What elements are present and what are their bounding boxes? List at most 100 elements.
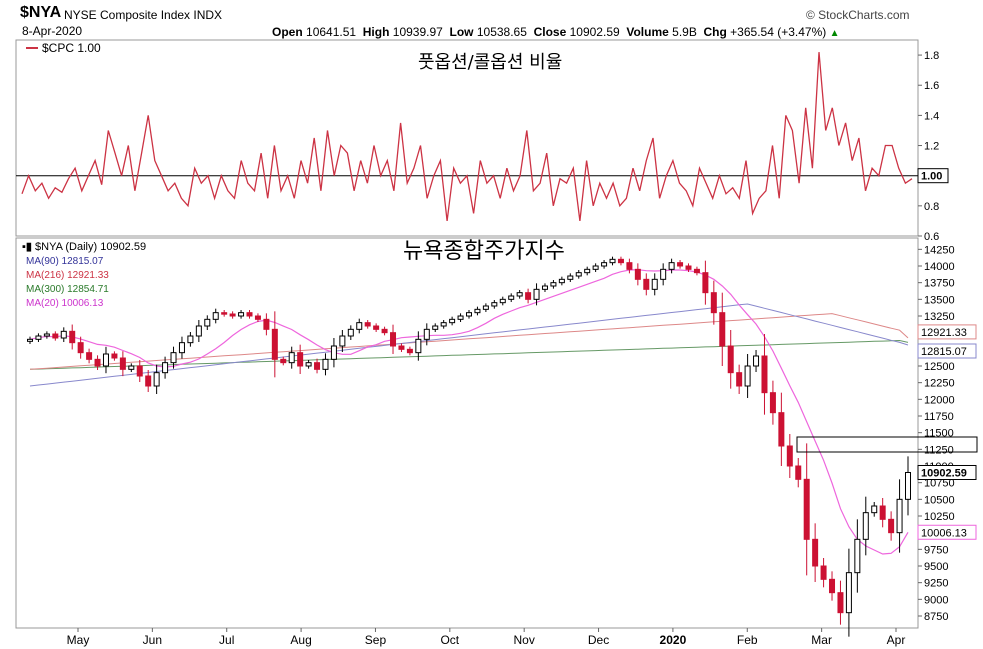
nya-y-tick-label: 9750 <box>924 544 948 556</box>
nya-y-tick-label: 12500 <box>924 361 955 373</box>
stockcharts-brand[interactable]: © StockCharts.com <box>806 8 910 22</box>
close-label: Close <box>533 25 567 39</box>
chg-value: +365.54 (+3.47%) <box>730 25 827 39</box>
candle-down <box>263 318 270 330</box>
candle-up <box>102 353 109 367</box>
nya-legend-text: $NYA (Daily) 10902.59 <box>35 241 146 253</box>
candle-up <box>423 328 430 340</box>
candle-down <box>693 268 700 274</box>
cpc-reference-tag <box>917 168 949 184</box>
nya-y-tick-label: 13750 <box>924 278 955 290</box>
candle-up <box>43 333 50 337</box>
candle-up <box>305 362 312 367</box>
cpc-y-tick-label: 0.6 <box>924 231 939 243</box>
candle-down <box>702 272 709 294</box>
candle-down <box>710 292 717 314</box>
x-tick-label: Jul <box>219 633 234 647</box>
ma90-line <box>29 303 909 387</box>
volume-label: Volume <box>626 25 669 39</box>
candle-down <box>229 313 236 317</box>
candle-up <box>584 268 591 274</box>
current-price-box <box>796 436 978 453</box>
nya-y-tick-label: 11250 <box>924 444 954 456</box>
candle-up <box>415 338 422 354</box>
x-tick-label: Feb <box>737 633 758 647</box>
candle-up <box>449 318 456 324</box>
cpc-y-tick-label: 1.2 <box>924 141 939 153</box>
nya-y-tick-label: 9500 <box>924 561 948 573</box>
candle-up <box>668 262 675 270</box>
candle-up <box>212 312 219 320</box>
nya-y-tick-label: 13250 <box>924 311 955 323</box>
cpc-y-tick-label: 1.6 <box>924 80 939 92</box>
candle-down <box>314 362 321 370</box>
high-label: High <box>362 25 390 39</box>
candle-down <box>879 505 886 520</box>
candle-down <box>888 518 895 534</box>
candle-down <box>69 330 76 344</box>
nya-y-tick-label: 9000 <box>924 594 948 606</box>
candle-down <box>77 342 84 354</box>
candle-down <box>820 565 827 580</box>
candle-up <box>550 282 557 287</box>
candle-down <box>727 345 734 374</box>
high-value: 10939.97 <box>392 25 443 39</box>
candle-down <box>94 358 101 367</box>
candle-down <box>761 355 768 394</box>
candle-down <box>803 478 810 540</box>
open-value: 10641.51 <box>306 25 357 39</box>
candle-up <box>854 538 861 574</box>
candle-down <box>364 322 371 327</box>
ohlc-summary: Open 10641.51 High 10939.97 Low 10538.65… <box>272 25 840 39</box>
candle-up <box>347 328 354 337</box>
cpc-legend: $CPC 1.00 <box>42 41 101 55</box>
candle-up <box>322 358 329 370</box>
candle-up <box>609 258 616 264</box>
candle-up <box>187 335 194 344</box>
candle-down <box>812 538 819 567</box>
x-tick-label: May <box>67 633 90 647</box>
candle-up <box>482 305 489 310</box>
price-tag-box <box>917 464 977 480</box>
candle-down <box>280 358 287 364</box>
candle-down <box>406 348 413 354</box>
cpc-y-tick-label: 1.4 <box>924 110 939 122</box>
cpc-series-line <box>21 52 913 221</box>
nya-y-tick-label: 10250 <box>924 511 955 523</box>
x-tick-label: Mar <box>811 633 832 647</box>
candle-down <box>136 365 143 377</box>
candle-down <box>837 592 844 614</box>
candle-down <box>617 258 624 264</box>
candle-down <box>525 292 532 300</box>
ma20-legend: MA(20) 10006.13 <box>26 298 104 309</box>
low-value: 10538.65 <box>476 25 527 39</box>
candle-down <box>634 268 641 280</box>
candle-down <box>254 315 261 320</box>
candle-up <box>753 355 760 367</box>
candle-up <box>499 298 506 304</box>
candle-up <box>508 295 515 300</box>
candle-up <box>195 325 202 337</box>
price-tag-box <box>917 324 977 340</box>
candle-up <box>651 278 658 290</box>
candle-up <box>170 352 177 364</box>
low-label: Low <box>449 25 474 39</box>
candle-down <box>246 312 253 317</box>
candle-down <box>643 278 650 290</box>
candle-up <box>288 352 295 364</box>
price-tag-label: 12815.07 <box>921 346 967 358</box>
nya-annotation: 뉴욕종합주가지수 <box>403 239 565 264</box>
x-tick-label: Sep <box>365 633 387 647</box>
x-tick-label: Nov <box>514 633 535 647</box>
nya-y-tick-label: 9250 <box>924 578 948 590</box>
candle-down <box>778 412 785 447</box>
symbol-title: $NYA <box>20 4 62 21</box>
candle-down <box>221 312 228 315</box>
candle-up <box>35 335 42 340</box>
candle-up <box>178 342 185 354</box>
candle-up <box>744 365 751 387</box>
ma90-legend: MA(90) 12815.07 <box>26 256 104 267</box>
candle-down <box>52 333 59 339</box>
candle-up <box>567 275 574 280</box>
nya-y-tick-label: 10750 <box>924 478 955 490</box>
